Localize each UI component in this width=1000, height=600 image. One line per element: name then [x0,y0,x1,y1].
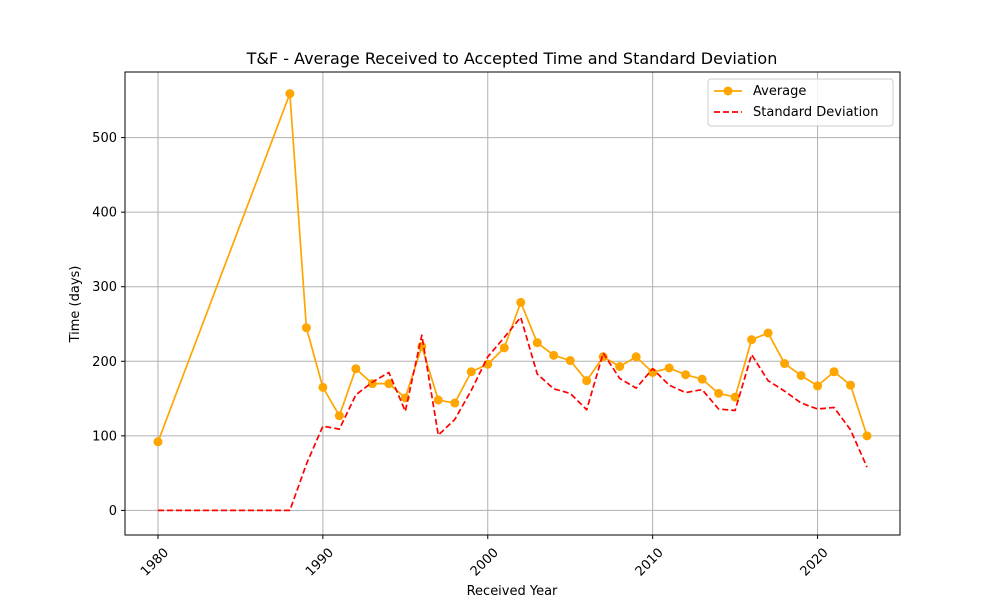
legend-average-marker [723,86,733,96]
data-point-average [763,328,773,338]
data-point-average [334,411,344,421]
series-layer [153,89,872,512]
data-point-average [153,437,163,447]
data-point-average [862,431,872,441]
y-tick-label: 300 [92,280,117,295]
data-point-average [450,398,460,408]
data-point-average [549,350,559,360]
y-tick-label: 400 [92,206,117,221]
data-point-average [730,392,740,402]
data-point-average [681,370,691,380]
data-point-average [565,356,575,366]
y-axis-label: Time (days) [68,266,83,344]
y-tick-label: 0 [109,504,117,519]
data-point-average [615,362,625,372]
data-point-average [318,382,328,392]
grid [125,72,900,535]
data-point-average [747,335,757,345]
data-point-average [780,359,790,369]
data-point-average [714,388,724,398]
data-point-average [697,374,707,384]
legend-label-standard-deviation: Standard Deviation [753,105,878,120]
data-point-average [829,367,839,377]
data-point-average [301,323,311,333]
y-tick-label: 100 [92,429,117,444]
data-point-average [466,367,476,377]
legend-box [707,78,894,127]
data-point-average [384,379,394,389]
series-line-standard-deviation [157,316,868,512]
data-point-average [664,363,674,373]
data-point-average [285,89,295,99]
data-point-average [516,297,526,307]
data-point-average [631,352,641,362]
data-point-average [796,370,806,380]
data-point-average [532,338,542,348]
chart-title: T&F - Average Received to Accepted Time … [246,49,778,68]
data-point-average [499,343,509,353]
data-point-average [351,364,361,374]
plot-frame [124,71,901,536]
y-tick-label: 200 [92,355,117,370]
data-point-average [813,381,823,391]
data-point-average [846,380,856,390]
y-tick-label: 500 [92,131,117,146]
x-axis-label: Received Year [467,584,558,599]
data-point-average [433,395,443,405]
legend-label-average: Average [753,84,806,99]
legend: Average Standard Deviation [707,78,894,127]
data-point-average [582,376,592,386]
